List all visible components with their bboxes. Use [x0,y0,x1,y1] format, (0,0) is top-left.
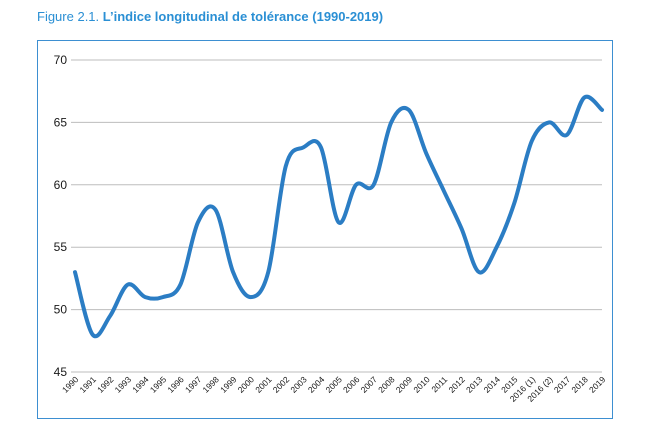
x-tick-label: 2014 [482,374,503,395]
data-point-2003 [301,145,305,149]
data-point-2000 [249,295,253,299]
x-tick-label: 1996 [165,374,186,395]
x-tick-label: 2004 [306,374,327,395]
x-tick-label: 2005 [323,374,344,395]
y-tick-label: 45 [54,365,68,379]
x-axis-ticks: 1990199119921993199419951996199719981999… [60,374,608,404]
x-tick-label: 1992 [95,374,116,395]
x-tick-label: 2002 [271,374,292,395]
x-tick-label: 1991 [78,374,99,395]
data-point-2006 [354,183,358,187]
figure-number: Figure 2.1. [37,9,100,24]
data-point-2016-1- [530,139,534,143]
data-point-2014 [495,245,499,249]
x-tick-label: 2006 [341,374,362,395]
x-tick-label: 2010 [411,374,432,395]
data-point-2009 [407,108,411,112]
y-tick-label: 55 [54,240,68,254]
data-point-2002 [284,164,288,168]
y-tick-label: 65 [54,115,68,129]
x-tick-label: 1993 [113,374,134,395]
data-point-1993 [126,283,130,287]
grid-lines [71,59,602,373]
x-tick-label: 2009 [394,374,415,395]
data-point-1997 [196,220,200,224]
series-line [73,94,604,339]
x-tick-label: 2000 [236,374,257,395]
line-chart: 45 50 55 60 65 70 199019911992199319941995199… [54,53,608,404]
x-tick-label: 1999 [218,374,239,395]
data-point-1991 [91,333,95,337]
x-tick-label: 2013 [464,374,485,395]
data-point-2015 [512,202,516,206]
data-point-2010 [424,152,428,156]
chart-frame: 45 50 55 60 65 70 1990 1991 1992 1993 1994 1995 199… [37,40,613,419]
x-tick-label: 2012 [446,374,467,395]
data-point-2007 [372,183,376,187]
x-tick-label: 2017 [552,374,573,395]
figure-title: Figure 2.1. L’indice longitudinal de tol… [37,9,383,24]
y-tick-label: 50 [54,303,68,317]
data-point-1992 [108,314,112,318]
data-point-2017 [565,133,569,137]
data-point-2016-2- [547,120,551,124]
figure-name: L’indice longitudinal de tolérance (1990… [102,9,384,24]
x-tick-label: 2019 [587,374,608,395]
y-axis-ticks: 45 50 55 60 65 70 [54,53,68,379]
data-point-2005 [337,220,341,224]
data-point-2001 [266,270,270,274]
x-tick-label: 1994 [130,374,151,395]
data-point-1996 [178,283,182,287]
data-point-1998 [214,208,218,212]
x-tick-label: 2007 [359,374,380,395]
data-point-1999 [231,270,235,274]
x-tick-label: 1995 [148,374,169,395]
y-tick-label: 70 [54,53,68,67]
x-tick-label: 2018 [569,374,590,395]
data-point-2012 [459,226,463,230]
x-tick-label: 1997 [183,374,204,395]
x-tick-label: 2008 [376,374,397,395]
data-point-2013 [477,270,481,274]
y-tick-label: 60 [54,178,68,192]
x-tick-label: 2001 [253,374,274,395]
data-point-2004 [319,145,323,149]
data-point-1995 [161,295,165,299]
data-point-2018 [582,95,586,99]
data-point-2011 [442,189,446,193]
x-tick-label: 1998 [200,374,221,395]
x-tick-label: 2011 [429,374,449,394]
data-point-2019 [600,108,604,112]
x-tick-label: 2003 [288,374,309,395]
data-point-1994 [143,295,147,299]
data-point-2008 [389,120,393,124]
data-point-1990 [73,270,77,274]
series-layer [73,94,604,339]
